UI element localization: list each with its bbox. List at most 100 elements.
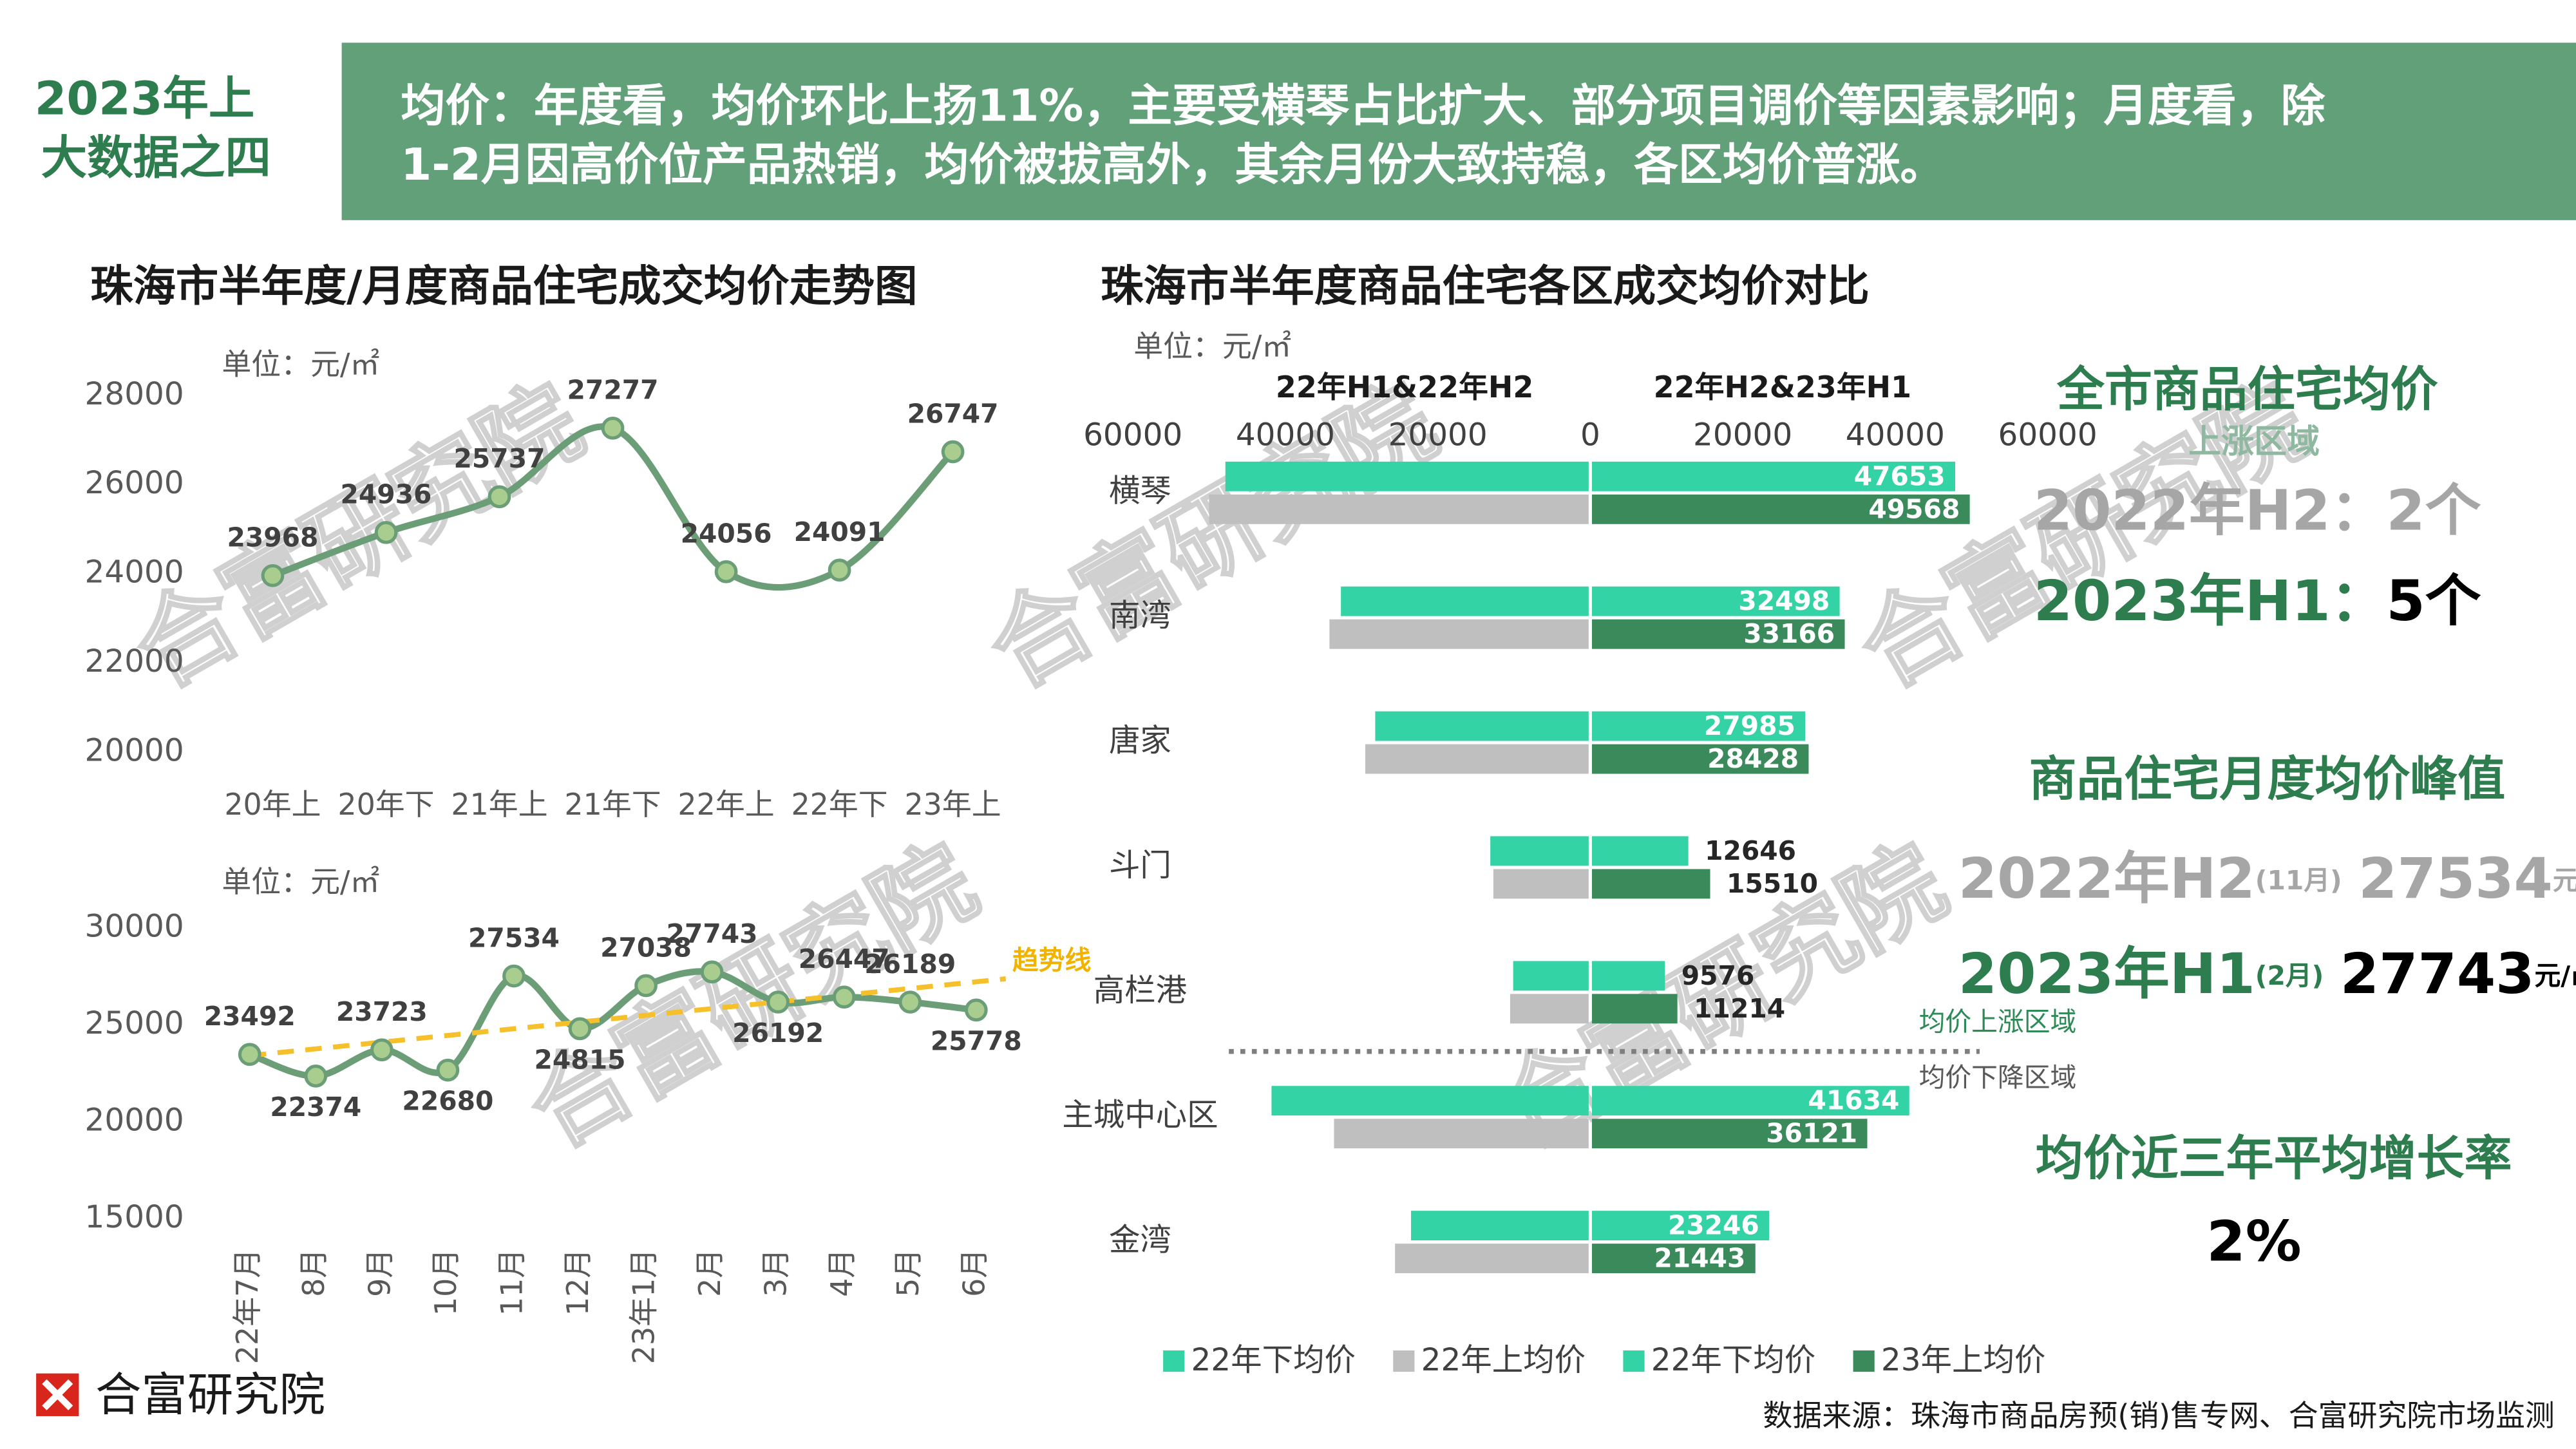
marker [261,564,285,587]
data-label: 27038 [600,932,692,963]
data-label: 26189 [864,949,956,980]
marker [568,1017,592,1041]
data-label: 23723 [336,996,428,1027]
x-tick-label: 0 [1580,417,1600,453]
annotation: 均价上涨区域 [1919,1006,2077,1037]
peak-row: 2022年H2(11月) 27534元/㎡ [1958,846,2576,911]
panel-title: 全市商品住宅均价 [2056,362,2438,417]
x-tick-label: 23年1月 [627,1249,661,1364]
y-tick-label: 25000 [85,1005,184,1041]
bar [1411,1211,1589,1241]
side-title: 22年H1&22年H2 [1276,370,1533,404]
bar [1490,836,1589,866]
data-label: 22374 [270,1092,361,1122]
y-tick-label: 24000 [85,554,184,591]
x-tick-label: 10月 [428,1249,463,1316]
data-label: 25778 [931,1025,1022,1056]
rise-row: 2022年H2：2个 [2034,478,2481,543]
data-label: 32498 [1738,585,1830,616]
x-tick-label: 4月 [824,1249,859,1297]
peak-month: (2月) [2255,960,2324,991]
bar [1375,711,1589,741]
rise-label: 2023年H1： [2034,569,2387,634]
y-tick-label: 26000 [85,465,184,501]
legend-swatch [1163,1350,1185,1372]
annotation: 均价下降区域 [1919,1062,2077,1093]
category-label: 唐家 [1109,723,1171,759]
data-label: 26447 [799,943,890,974]
y-tick-label: 20000 [85,732,184,768]
legend-swatch [1393,1350,1415,1372]
trend-label: 趋势线 [1012,945,1091,976]
data-label: 24091 [794,516,886,547]
data-label: 23968 [227,522,319,553]
data-label: 12646 [1705,835,1796,866]
x-tick-label: 5月 [891,1249,925,1297]
bar [1591,1211,1770,1241]
plots: 20000 22000 24000 26000 28000 20年上 20年下 21年上 21年… [85,375,2098,1378]
rise-value: 5个 [2386,569,2481,634]
marker [304,1065,328,1088]
category-label: 横琴 [1109,473,1171,509]
legend-label: 22年下均价 [1651,1342,1815,1378]
marker [714,560,738,583]
bar [1334,1119,1589,1149]
x-tick-label: 22年7月 [230,1249,265,1364]
badge-line: 大数据之四 [41,131,271,185]
x-tick-label: 60000 [1083,417,1182,453]
bar [1591,461,1955,491]
marker [502,964,526,988]
bar [1591,1244,1756,1274]
unit-label: 单位：元/㎡ [222,864,379,899]
x-tick-label: 40000 [1236,417,1335,453]
logo-mark [42,1379,73,1410]
x-tick-label: 6月 [956,1249,991,1297]
data-label: 49568 [1868,493,1960,524]
unit-label: 单位：元/㎡ [1133,328,1291,363]
y-tick-label: 22000 [85,643,184,679]
data-label: 9576 [1681,960,1755,991]
marker [828,558,851,582]
data-label: 27743 [667,918,758,949]
category-label: 金湾 [1109,1222,1171,1258]
bar [1365,744,1589,774]
bar [1591,494,1970,524]
marker [700,960,724,984]
summary-banner [341,43,2576,220]
x-tick-label: 2月 [692,1249,727,1297]
data-label: 26192 [732,1018,824,1048]
brand: 合富研究院 [95,1368,325,1421]
bar [1493,869,1589,899]
data-label: 22680 [402,1086,493,1117]
marker [238,1043,261,1066]
data-label: 36121 [1766,1118,1857,1149]
data-label: 33166 [1743,618,1835,649]
rise-value: 2个 [2386,478,2481,543]
data-label: 28428 [1707,743,1799,774]
growth-value: 2% [2206,1209,2301,1274]
y-tick-label: 30000 [85,908,184,944]
summary-line: 1-2月因高价位产品热销，均价被拔高外，其余月份大致持稳，各区均价普涨。 [401,139,1944,191]
marker [634,974,658,998]
summary-line: 均价：年度看，均价环比上扬11%，主要受横琴占比扩大、部分项目调价等因素影响；月… [401,80,2325,131]
data-label: 24936 [341,479,432,510]
data-label: 23246 [1668,1210,1759,1241]
peak-unit: 元/㎡ [2553,865,2576,896]
bar [1591,1086,1909,1116]
marker [601,416,625,440]
marker [941,440,965,464]
data-label: 23492 [204,1001,296,1032]
data-label: 25737 [454,443,545,474]
data-label: 26747 [907,398,999,429]
legend-label: 22年上均价 [1421,1342,1586,1378]
bar [1329,619,1589,649]
data-label: 24056 [681,518,772,549]
x-tick-label: 3月 [759,1249,793,1297]
marker [832,985,856,1009]
peak-period: 2023年H1 [1958,942,2255,1007]
legend-swatch [1623,1350,1645,1372]
bar [1591,1119,1868,1149]
